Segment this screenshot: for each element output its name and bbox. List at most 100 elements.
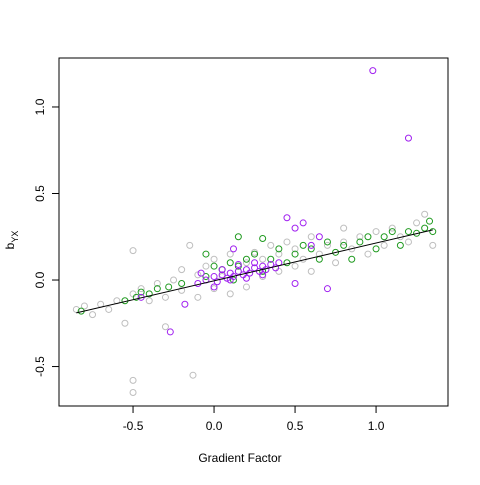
- point: [197, 269, 205, 277]
- point: [242, 266, 250, 274]
- point: [388, 228, 396, 236]
- point: [332, 248, 340, 256]
- point: [369, 67, 377, 75]
- point: [242, 274, 250, 282]
- point: [291, 224, 299, 232]
- point: [161, 323, 169, 331]
- fit-line: [76, 229, 433, 314]
- point: [426, 217, 434, 225]
- point: [340, 238, 348, 246]
- point: [291, 245, 299, 253]
- point: [145, 290, 153, 298]
- point: [226, 269, 234, 277]
- point: [229, 276, 237, 284]
- plot-frame: [58, 57, 449, 407]
- point: [396, 241, 404, 249]
- point: [259, 271, 267, 279]
- point: [372, 228, 380, 236]
- x-tick-label: 0.0: [206, 419, 223, 433]
- point: [153, 285, 161, 293]
- point: [275, 245, 283, 253]
- point: [404, 134, 412, 142]
- point: [202, 262, 210, 270]
- point: [404, 238, 412, 246]
- point: [307, 233, 315, 241]
- point: [299, 219, 307, 227]
- x-tick-label: -0.5: [123, 419, 144, 433]
- point: [429, 241, 437, 249]
- point: [129, 290, 137, 298]
- point: [210, 283, 218, 291]
- point: [307, 241, 315, 249]
- x-tick-label: 0.5: [287, 419, 304, 433]
- point: [421, 210, 429, 218]
- point: [129, 247, 137, 255]
- point: [388, 224, 396, 232]
- point: [272, 264, 280, 272]
- point: [340, 241, 348, 249]
- point: [242, 259, 250, 267]
- point: [332, 259, 340, 267]
- point: [226, 290, 234, 298]
- point: [364, 233, 372, 241]
- point: [251, 250, 259, 258]
- y-tick-label: 0.0: [33, 271, 47, 288]
- point: [251, 259, 259, 267]
- x-axis-label: Gradient Factor: [198, 451, 281, 465]
- point: [348, 245, 356, 253]
- point: [348, 255, 356, 263]
- point: [145, 297, 153, 305]
- point: [181, 300, 189, 308]
- point: [234, 260, 242, 268]
- point: [218, 271, 226, 279]
- point: [356, 233, 364, 241]
- point: [137, 288, 145, 296]
- y-tick-label: 1.0: [33, 98, 47, 115]
- y-tick-label: 0.5: [33, 185, 47, 202]
- point: [189, 371, 197, 379]
- point: [404, 228, 412, 236]
- point: [356, 238, 364, 246]
- point: [340, 224, 348, 232]
- point: [80, 302, 88, 310]
- point: [210, 273, 218, 281]
- point: [166, 328, 174, 336]
- point: [315, 233, 323, 241]
- y-label-subscript: YX: [10, 231, 20, 243]
- point: [121, 319, 129, 327]
- point: [315, 250, 323, 258]
- point: [161, 293, 169, 301]
- point: [283, 214, 291, 222]
- point: [229, 245, 237, 253]
- point: [218, 266, 226, 274]
- point: [226, 259, 234, 267]
- point: [323, 285, 331, 293]
- point: [153, 279, 161, 287]
- point: [129, 389, 137, 397]
- point: [242, 283, 250, 291]
- point: [323, 238, 331, 246]
- point: [259, 255, 267, 263]
- point: [129, 376, 137, 384]
- point: [307, 267, 315, 275]
- point: [178, 279, 186, 287]
- point: [242, 255, 250, 263]
- point: [299, 241, 307, 249]
- point: [170, 276, 178, 284]
- point: [267, 255, 275, 263]
- point: [291, 279, 299, 287]
- point: [421, 224, 429, 232]
- point: [323, 241, 331, 249]
- point: [89, 311, 97, 319]
- point: [259, 234, 267, 242]
- x-tick-label: 1.0: [368, 419, 385, 433]
- point: [178, 266, 186, 274]
- point: [275, 250, 283, 258]
- point: [210, 262, 218, 270]
- point: [429, 228, 437, 236]
- point: [213, 278, 221, 286]
- point: [364, 250, 372, 258]
- point: [202, 273, 210, 281]
- point: [291, 262, 299, 270]
